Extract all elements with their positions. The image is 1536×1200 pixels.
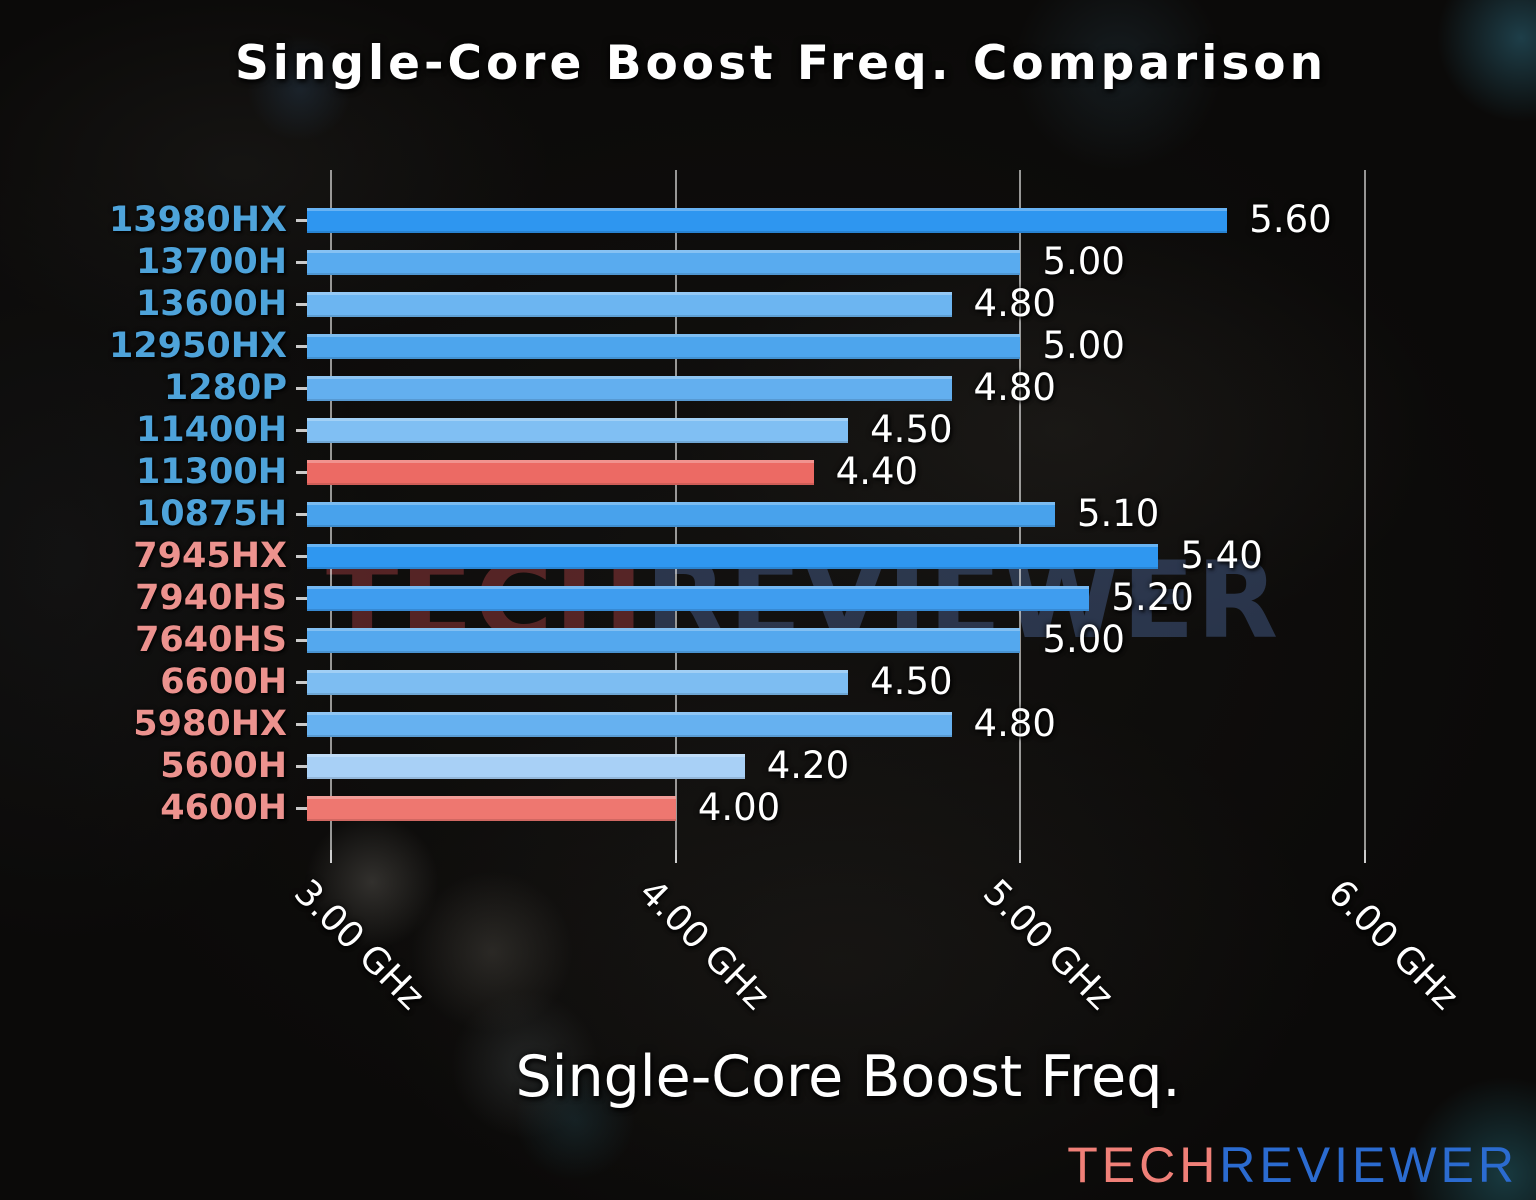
bar [307, 795, 676, 821]
y-tick-mark [296, 344, 307, 348]
value-label: 4.40 [835, 450, 919, 493]
chart-title: Single-Core Boost Freq. Comparison [234, 36, 1328, 91]
bar [307, 417, 849, 443]
x-tick-mark [1364, 850, 1367, 863]
cpu-label: 5600H [160, 746, 287, 786]
gridline-6.00-ghz [1364, 170, 1367, 850]
y-tick-mark [296, 806, 307, 810]
value-label: 5.10 [1076, 492, 1160, 535]
brand-logo-reviewer: REVIEWER [1219, 1137, 1518, 1193]
bar [307, 753, 745, 779]
y-tick-mark [296, 218, 307, 222]
y-tick-mark [296, 302, 307, 306]
bar [307, 333, 1021, 359]
x-tick-label: 3.00 GHz [286, 872, 433, 1018]
x-tick-mark [1019, 850, 1022, 863]
bar [307, 669, 849, 695]
cpu-label: 10875H [135, 494, 287, 534]
cpu-label: 4600H [160, 788, 287, 828]
bar [307, 501, 1055, 527]
cpu-label: 13600H [135, 284, 287, 324]
y-tick-mark [296, 512, 307, 516]
brand-logo: TECHREVIEWER [1067, 1140, 1518, 1190]
cpu-label: 13700H [135, 242, 287, 282]
cpu-label: 5980HX [133, 704, 287, 744]
x-tick-label: 6.00 GHz [1320, 872, 1467, 1018]
bar [307, 585, 1090, 611]
value-label: 4.20 [766, 744, 850, 787]
y-tick-mark [296, 470, 307, 474]
cpu-label: 12950HX [108, 326, 287, 366]
bar [307, 711, 952, 737]
cpu-label: 7640HS [135, 620, 287, 660]
y-tick-mark [296, 764, 307, 768]
value-label: 4.50 [870, 660, 953, 703]
cpu-label: 7945HX [133, 536, 287, 576]
bar [307, 207, 1228, 233]
y-tick-mark [296, 680, 307, 684]
x-tick-label: 4.00 GHz [630, 872, 777, 1018]
cpu-label: 13980HX [108, 200, 287, 240]
bar [307, 291, 952, 317]
value-label: 4.80 [973, 702, 1056, 745]
x-tick-mark [330, 850, 333, 863]
cpu-label: 6600H [160, 662, 287, 702]
value-label: 5.00 [1042, 240, 1125, 283]
value-label: 4.00 [697, 786, 781, 829]
value-label: 5.00 [1042, 324, 1125, 367]
value-label: 5.20 [1111, 576, 1194, 619]
y-tick-mark [296, 260, 307, 264]
brand-logo-tech: TECH [1067, 1137, 1220, 1193]
cpu-label: 11300H [135, 452, 287, 492]
bar [307, 459, 814, 485]
value-label: 5.00 [1042, 618, 1125, 661]
cpu-label: 7940HS [135, 578, 287, 618]
plot-area: 3.00 GHz 4.00 GHz 5.00 GHz 6.00 GHz 13980HX 5… [109, 170, 1466, 1018]
y-tick-mark [296, 554, 307, 558]
bar [307, 627, 1021, 653]
y-tick-mark [296, 596, 307, 600]
x-tick-label: 5.00 GHz [975, 872, 1122, 1018]
value-label: 4.80 [973, 366, 1056, 409]
bar [307, 375, 952, 401]
value-label: 5.60 [1249, 198, 1332, 241]
y-tick-mark [296, 428, 307, 432]
y-tick-mark [296, 722, 307, 726]
value-label: 5.40 [1180, 534, 1263, 577]
value-label: 4.50 [870, 408, 953, 451]
value-label: 4.80 [973, 282, 1056, 325]
cpu-label: 1280P [163, 368, 287, 408]
x-axis-label: Single-Core Boost Freq. [515, 1044, 1181, 1110]
y-tick-mark [296, 638, 307, 642]
bar [307, 543, 1159, 569]
x-tick-mark [674, 850, 677, 863]
y-tick-mark [296, 386, 307, 390]
cpu-label: 11400H [135, 410, 287, 450]
bar [307, 249, 1021, 275]
